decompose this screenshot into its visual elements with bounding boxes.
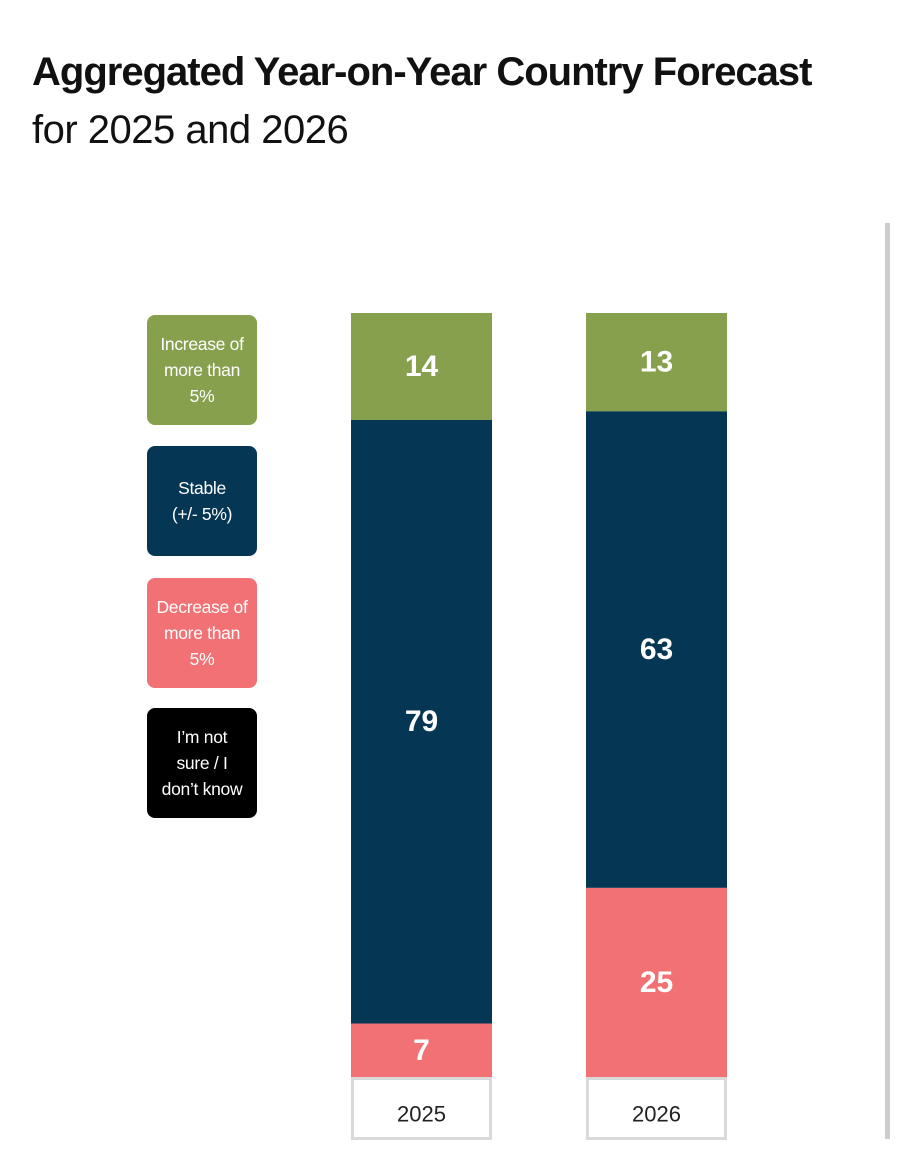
data-label-2025-2: 7 (413, 1034, 430, 1067)
data-label-2026-1: 63 (640, 633, 673, 666)
category-label-2025: 2025 (397, 1102, 446, 1127)
bar-segment-2025-0 (351, 313, 492, 420)
legend-label-stable: Stable (+/- 5%) (171, 478, 233, 524)
category-box-2025 (351, 1077, 492, 1140)
legend-label-increase: Increase of more than 5% (160, 334, 244, 406)
legend-label-not-sure: I’m not sure / I don’t know (161, 727, 243, 799)
bar-segment-2026-2 (586, 887, 727, 1077)
legend-label-decrease: Decrease of more than 5% (156, 597, 248, 669)
bar-segment-2025-1 (351, 419, 492, 1024)
data-label-2026-0: 13 (640, 346, 673, 379)
category-box-2026 (586, 1077, 727, 1140)
legend-item-decrease: Decrease of more than 5% (147, 578, 257, 688)
data-label-2026-2: 25 (640, 966, 673, 999)
bar-segment-2026-0 (586, 313, 727, 412)
bar-segment-2025-2 (351, 1023, 492, 1077)
page-subtitle: for 2025 and 2026 (32, 108, 349, 152)
category-label-2026: 2026 (632, 1102, 681, 1127)
data-label-2025-1: 79 (405, 705, 438, 738)
data-label-2025-0: 14 (405, 350, 439, 383)
legend-item-not-sure: I’m not sure / I don’t know (147, 708, 257, 818)
legend-item-stable: Stable (+/- 5%) (147, 446, 257, 556)
legend-item-increase: Increase of more than 5% (147, 315, 257, 425)
page-title: Aggregated Year-on-Year Country Forecast (32, 50, 812, 94)
bar-segment-2026-1 (586, 411, 727, 888)
right-divider (885, 223, 890, 1139)
